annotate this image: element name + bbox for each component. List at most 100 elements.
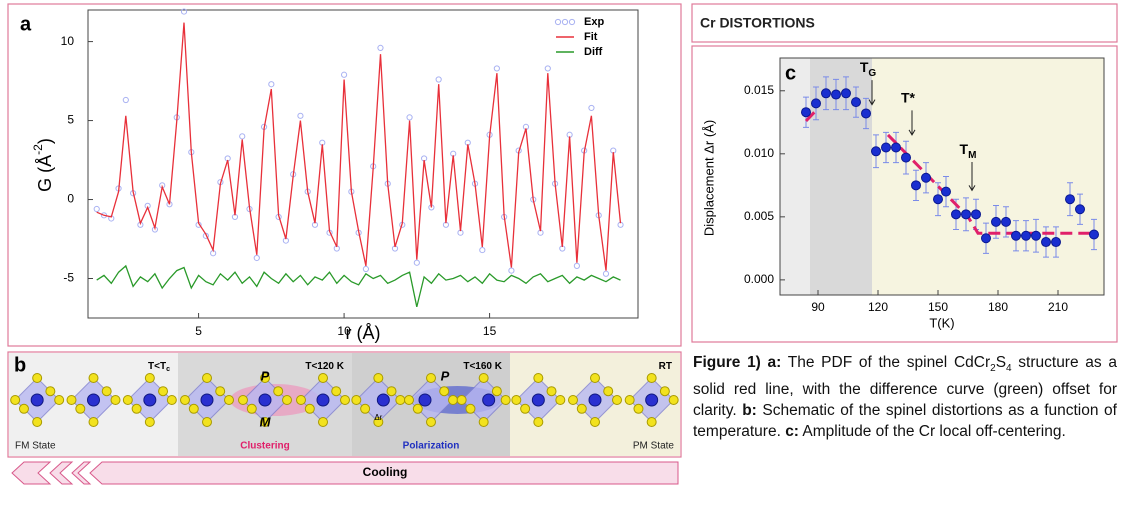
chromium-atom bbox=[258, 393, 272, 407]
y-tick-label: 0.015 bbox=[744, 83, 774, 97]
data-point bbox=[297, 112, 304, 119]
vector-label: P bbox=[261, 368, 270, 383]
sulfur-atom bbox=[215, 386, 226, 397]
sulfur-atom bbox=[465, 403, 476, 414]
shift-label: Δr bbox=[374, 413, 382, 422]
shaded-region bbox=[810, 58, 872, 295]
y-tick-label: 0.000 bbox=[744, 272, 774, 286]
sulfur-atom bbox=[282, 395, 292, 405]
data-point bbox=[881, 142, 891, 153]
sulfur-atom bbox=[612, 395, 622, 405]
data-point bbox=[821, 88, 831, 99]
sulfur-atom bbox=[273, 386, 284, 397]
sulfur-atom bbox=[351, 395, 362, 405]
annotation-text: T* bbox=[901, 89, 916, 105]
data-point bbox=[991, 216, 1001, 227]
state-label: Polarization bbox=[403, 441, 460, 452]
caption-bold: b: bbox=[742, 402, 757, 420]
annotation-text: T bbox=[960, 141, 969, 157]
chevron bbox=[49, 461, 74, 485]
x-tick-label: 5 bbox=[195, 324, 202, 338]
sulfur-atom bbox=[533, 417, 544, 427]
data-point bbox=[891, 142, 901, 153]
sulfur-atom bbox=[304, 403, 315, 414]
sulfur-atom bbox=[66, 395, 77, 405]
temperature-text: RT bbox=[659, 361, 672, 372]
caption-subscript: 2 bbox=[990, 363, 996, 375]
annotation-sub: M bbox=[968, 150, 976, 161]
sulfur-atom bbox=[246, 403, 257, 414]
x-tick-label: 150 bbox=[928, 300, 948, 314]
temperature-text: T<T bbox=[148, 361, 166, 372]
chromium-atom bbox=[482, 393, 496, 407]
data-point bbox=[1001, 216, 1011, 227]
caption-text: S bbox=[995, 354, 1007, 371]
data-point bbox=[871, 146, 881, 157]
sulfur-atom bbox=[412, 403, 423, 414]
sulfur-atom bbox=[260, 373, 270, 383]
sulfur-atom bbox=[568, 395, 578, 405]
sulfur-atom bbox=[88, 373, 99, 383]
sulfur-atom bbox=[439, 386, 450, 397]
legend-label: Diff bbox=[584, 46, 603, 58]
sulfur-atom bbox=[238, 395, 248, 405]
annotation: T* bbox=[901, 89, 916, 105]
y-tick-label: 0.005 bbox=[744, 209, 774, 223]
caption-text: The PDF of the spinel CdCr bbox=[781, 354, 991, 371]
data-point bbox=[801, 107, 811, 118]
caption-bold: c: bbox=[785, 423, 799, 441]
cooling-label: Cooling bbox=[363, 465, 408, 479]
sulfur-atom bbox=[144, 373, 155, 383]
data-point bbox=[1065, 194, 1075, 205]
annotation-arrow bbox=[868, 80, 876, 106]
temperature-label: RT bbox=[659, 361, 672, 372]
data-point bbox=[1051, 237, 1061, 248]
temperature-sub: c bbox=[166, 366, 170, 373]
shaded-region bbox=[872, 58, 1104, 295]
x-tick-label: 90 bbox=[811, 300, 825, 314]
temperature-label: T<120 K bbox=[305, 361, 344, 372]
sulfur-atom bbox=[491, 386, 502, 397]
data-point bbox=[588, 104, 595, 112]
annotation-arrow bbox=[968, 162, 976, 192]
data-point bbox=[951, 209, 961, 220]
y-tick-label: 5 bbox=[67, 113, 74, 127]
data-point bbox=[1011, 230, 1021, 241]
state-label: Clustering bbox=[240, 441, 289, 452]
sulfur-atom bbox=[166, 395, 177, 405]
sulfur-atom bbox=[500, 395, 511, 405]
sulfur-atom bbox=[101, 386, 112, 397]
x-tick-label: 210 bbox=[1048, 300, 1068, 314]
sulfur-atom bbox=[144, 417, 155, 427]
data-line bbox=[96, 22, 622, 271]
data-point bbox=[1089, 229, 1099, 240]
temperature-text: T<160 K bbox=[463, 361, 502, 372]
data-point bbox=[362, 265, 370, 273]
sulfur-atom bbox=[88, 417, 99, 427]
data-point bbox=[508, 267, 515, 274]
sulfur-atom bbox=[318, 373, 328, 383]
plot-frame bbox=[87, 9, 639, 319]
sulfur-atom bbox=[386, 386, 397, 397]
sulfur-atom bbox=[131, 403, 142, 414]
caption-bold: Figure 1) a: bbox=[693, 354, 782, 371]
sulfur-atom bbox=[10, 395, 21, 405]
sulfur-atom bbox=[520, 403, 531, 414]
data-point bbox=[1031, 230, 1041, 241]
state-label: PM State bbox=[633, 441, 675, 452]
sulfur-atom bbox=[448, 395, 458, 405]
sulfur-atom bbox=[646, 373, 657, 383]
sulfur-atom bbox=[633, 403, 644, 414]
plot-frame bbox=[779, 57, 1105, 296]
sulfur-atom bbox=[456, 395, 467, 405]
x-tick-label: 180 bbox=[988, 300, 1008, 314]
sulfur-atom bbox=[45, 386, 56, 397]
temperature-text: T<120 K bbox=[305, 361, 344, 372]
legend-marker bbox=[568, 18, 576, 26]
vector-label: P bbox=[441, 368, 450, 383]
chromium-atom bbox=[645, 393, 659, 407]
sulfur-atom bbox=[546, 386, 557, 397]
annotation: TG bbox=[860, 59, 877, 79]
